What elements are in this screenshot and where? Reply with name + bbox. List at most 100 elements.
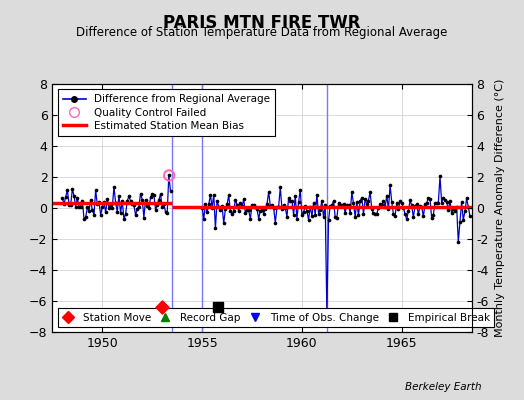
Point: [299, 208, 308, 215]
Point: [261, 205, 269, 212]
Point: [301, 203, 310, 210]
Point: [426, 196, 434, 202]
Point: [118, 198, 126, 204]
Point: [351, 214, 359, 220]
Point: [103, 196, 112, 202]
Point: [70, 193, 78, 199]
Point: [401, 211, 409, 217]
Point: [318, 198, 326, 204]
Point: [115, 192, 123, 199]
Point: [58, 195, 67, 202]
Point: [402, 216, 411, 223]
Point: [346, 210, 354, 216]
Point: [68, 186, 77, 192]
Point: [419, 213, 428, 220]
Point: [77, 203, 85, 210]
Point: [313, 192, 321, 198]
Point: [151, 206, 160, 213]
Point: [363, 201, 371, 207]
Point: [86, 197, 95, 203]
Point: [388, 199, 396, 205]
Point: [289, 211, 298, 218]
Point: [449, 206, 457, 212]
Point: [378, 202, 386, 208]
Point: [432, 200, 441, 206]
Point: [75, 203, 83, 210]
Point: [155, 196, 163, 203]
Point: [366, 189, 374, 195]
Point: [106, 202, 115, 208]
Point: [376, 201, 384, 208]
Point: [158, 304, 167, 310]
Point: [148, 190, 156, 197]
Point: [396, 198, 404, 205]
Point: [165, 172, 173, 179]
Point: [321, 202, 330, 208]
Point: [442, 199, 451, 205]
Point: [221, 206, 230, 212]
Point: [83, 204, 92, 210]
Point: [245, 207, 253, 214]
Point: [285, 195, 293, 201]
Point: [421, 201, 429, 208]
Point: [73, 195, 82, 201]
Point: [386, 182, 394, 188]
Point: [418, 204, 426, 210]
Point: [344, 202, 353, 208]
Point: [446, 198, 454, 204]
Point: [309, 200, 318, 207]
Point: [283, 214, 291, 220]
Point: [214, 304, 222, 310]
Point: [278, 206, 286, 212]
Point: [235, 208, 243, 215]
Point: [436, 173, 444, 179]
Point: [102, 209, 110, 216]
Point: [230, 208, 238, 214]
Point: [92, 187, 100, 193]
Point: [110, 184, 118, 190]
Point: [136, 190, 145, 197]
Point: [96, 212, 105, 218]
Point: [361, 196, 369, 203]
Point: [225, 192, 233, 198]
Point: [281, 204, 289, 211]
Point: [333, 215, 341, 221]
Point: [316, 207, 324, 213]
Point: [88, 207, 96, 214]
Point: [65, 201, 73, 208]
Point: [93, 201, 102, 208]
Point: [308, 212, 316, 219]
Point: [464, 204, 473, 210]
Point: [145, 205, 153, 212]
Point: [444, 206, 453, 213]
Point: [135, 203, 143, 210]
Point: [218, 203, 226, 210]
Point: [379, 197, 388, 204]
Point: [216, 206, 225, 213]
Point: [461, 208, 469, 214]
Point: [399, 205, 408, 211]
Point: [236, 200, 245, 206]
Point: [384, 206, 392, 212]
Point: [391, 213, 399, 219]
Point: [203, 209, 211, 216]
Point: [85, 208, 93, 214]
Point: [389, 211, 398, 217]
Point: [304, 216, 313, 223]
Point: [343, 202, 351, 208]
Point: [246, 216, 255, 222]
Point: [226, 208, 235, 215]
Point: [116, 210, 125, 216]
Point: [201, 201, 210, 208]
Text: Berkeley Earth: Berkeley Earth: [406, 382, 482, 392]
Point: [331, 214, 340, 220]
Point: [123, 198, 132, 204]
Point: [276, 184, 285, 190]
Point: [279, 202, 288, 208]
Point: [408, 202, 416, 209]
Point: [126, 198, 135, 204]
Point: [291, 193, 299, 199]
Point: [330, 198, 338, 204]
Point: [90, 212, 98, 218]
Point: [233, 201, 241, 208]
